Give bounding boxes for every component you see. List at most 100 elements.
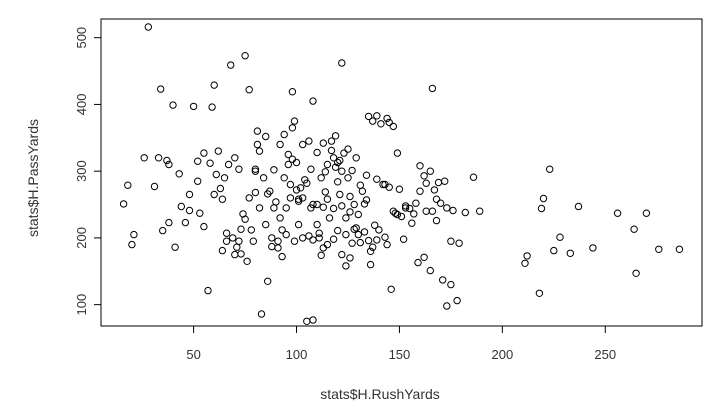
data-point	[206, 159, 214, 167]
data-point	[251, 167, 260, 175]
data-point	[385, 118, 393, 127]
data-point	[237, 225, 245, 233]
data-point	[185, 190, 194, 199]
data-point	[323, 195, 332, 203]
data-point	[124, 181, 132, 189]
data-point	[288, 88, 297, 96]
data-point	[416, 162, 424, 170]
data-point	[329, 154, 338, 162]
data-point	[303, 317, 311, 325]
data-point	[346, 254, 354, 262]
data-point	[309, 316, 317, 324]
data-point	[443, 302, 451, 310]
data-point	[262, 220, 270, 229]
data-point	[200, 149, 208, 157]
data-point	[294, 220, 303, 229]
data-point	[336, 156, 344, 165]
data-point	[338, 202, 346, 210]
data-point	[352, 224, 360, 232]
data-point	[523, 252, 531, 260]
data-point	[406, 204, 414, 213]
data-point	[243, 257, 251, 265]
data-point	[214, 147, 223, 155]
data-point	[432, 195, 441, 203]
data-point	[434, 178, 443, 187]
data-point	[366, 260, 375, 269]
data-point	[150, 182, 159, 191]
data-point	[231, 250, 239, 259]
data-point	[270, 204, 278, 212]
data-point	[315, 234, 323, 242]
data-point	[270, 166, 278, 174]
data-point	[253, 127, 262, 135]
data-point	[338, 167, 346, 175]
data-point	[231, 154, 239, 162]
data-point	[348, 239, 356, 247]
x-axis: 50 100 150 200 250	[186, 325, 616, 362]
data-point	[288, 124, 297, 132]
data-point	[408, 219, 416, 227]
data-point	[642, 209, 651, 217]
y-axis-title: stats$H.PassYards	[25, 119, 41, 237]
data-point	[354, 230, 362, 239]
data-point	[360, 200, 369, 208]
data-point	[313, 220, 321, 229]
data-point	[299, 140, 307, 149]
data-point	[350, 200, 358, 209]
data-point	[210, 190, 218, 199]
data-point	[439, 276, 447, 284]
data-point	[401, 202, 410, 210]
data-point	[449, 206, 457, 215]
data-point	[329, 204, 338, 213]
data-point	[348, 166, 356, 175]
data-point	[342, 230, 350, 239]
data-point	[675, 245, 684, 254]
data-point	[385, 183, 393, 191]
data-point	[336, 190, 344, 199]
data-point	[210, 81, 218, 89]
data-point	[222, 237, 231, 245]
data-point	[379, 180, 387, 189]
y-tick-label: 400	[74, 94, 89, 116]
data-point	[171, 243, 179, 251]
data-point	[251, 165, 260, 173]
plot-box	[100, 18, 703, 327]
data-point	[165, 218, 173, 227]
data-point	[369, 243, 377, 251]
data-point	[331, 163, 340, 171]
data-point	[266, 187, 274, 195]
data-point	[181, 218, 190, 227]
data-point	[255, 204, 264, 212]
data-point	[352, 154, 360, 162]
data-point	[521, 259, 529, 267]
data-point	[535, 289, 544, 297]
data-point	[241, 52, 249, 60]
data-point	[469, 173, 478, 181]
data-point	[323, 240, 332, 249]
data-point	[305, 232, 313, 240]
data-point	[253, 140, 262, 149]
data-point	[589, 244, 597, 252]
data-point	[381, 233, 389, 241]
data-point	[165, 160, 173, 169]
x-axis-title: stats$H.RushYards	[320, 386, 440, 402]
data-point	[373, 112, 381, 120]
data-point	[200, 222, 208, 231]
data-point	[430, 186, 439, 194]
y-axis: 100 200 300 400 500	[74, 27, 102, 315]
x-tick-label: 250	[594, 347, 616, 362]
data-point	[251, 188, 260, 197]
data-point	[428, 207, 437, 215]
data-point	[346, 192, 354, 201]
data-point	[119, 200, 128, 208]
data-point	[340, 149, 348, 157]
data-point	[393, 149, 402, 157]
data-point	[284, 160, 292, 169]
data-point	[414, 258, 422, 267]
data-point	[342, 262, 350, 270]
y-tick-label: 200	[74, 227, 89, 249]
data-point	[412, 199, 420, 207]
data-point	[362, 196, 371, 204]
data-point	[208, 103, 216, 111]
data-point	[276, 214, 284, 222]
